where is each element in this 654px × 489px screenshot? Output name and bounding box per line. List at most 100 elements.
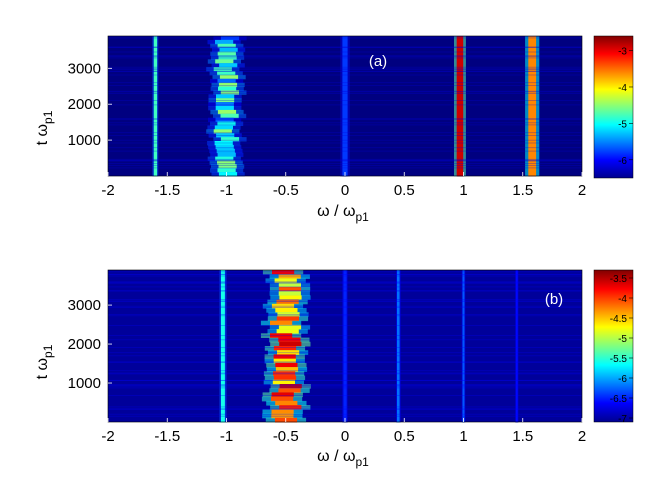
x-tick-label: 1.5 xyxy=(512,428,533,445)
band-a-1-core xyxy=(216,94,235,99)
panel-label-b: (b) xyxy=(545,291,563,308)
x-tick-label: 0 xyxy=(341,428,349,445)
heatmap-a-bands xyxy=(152,36,540,177)
streak-b xyxy=(108,282,582,284)
streak-b xyxy=(108,361,582,363)
band-a-1-core xyxy=(213,129,232,134)
streak-a xyxy=(108,147,582,149)
x-ticks-a: -2 -1.5 -1 -0.5 0 0.5 1 1.5 2 xyxy=(101,172,586,199)
band-b-1-core xyxy=(272,379,295,385)
panel-label-a: (a) xyxy=(369,53,387,70)
band-b-1-core xyxy=(273,354,296,360)
panel-b: (b) -2 -1.5 -1 -0.5 0 0.5 1 1.5 2 1000 2000 3000 ω… xyxy=(34,269,634,469)
streak-a xyxy=(108,104,582,106)
band-b-1-core xyxy=(279,295,302,300)
streak-b xyxy=(108,408,582,410)
streak-b xyxy=(108,300,582,302)
y-ticks-a: 1000 2000 3000 xyxy=(68,60,112,149)
band-b-2-core xyxy=(343,270,347,423)
band-a-1-core xyxy=(215,39,234,45)
streak-a xyxy=(108,158,582,160)
heatmap-b-streaks xyxy=(108,271,582,417)
band-a-1-core xyxy=(215,106,234,111)
streak-a xyxy=(108,160,582,162)
x-tick-label: 2 xyxy=(578,428,586,445)
band-b-1-core xyxy=(275,362,298,368)
streak-b xyxy=(108,384,582,385)
band-b-1-core xyxy=(279,341,302,347)
band-a-1-core xyxy=(220,113,239,119)
colorbar-tick-label: -5 xyxy=(618,119,627,130)
streak-a xyxy=(108,56,582,57)
band-a-4-core xyxy=(528,36,537,177)
streak-b xyxy=(108,373,582,375)
band-b-1-core xyxy=(273,375,297,381)
colorbar-tick-label: -7 xyxy=(618,414,627,425)
streak-b xyxy=(108,314,582,315)
band-b-1-core xyxy=(277,312,300,317)
band-a-1-core xyxy=(215,156,234,161)
band-b-1-core xyxy=(279,384,302,389)
streak-a xyxy=(108,90,582,92)
streak-b xyxy=(108,281,582,283)
streak-a xyxy=(108,119,582,120)
band-a-1-core xyxy=(216,148,235,154)
band-a-1-core xyxy=(217,71,236,76)
band-a-1-core xyxy=(215,117,234,123)
streak-b xyxy=(108,339,582,341)
x-tick-label: -2 xyxy=(101,182,114,199)
band-a-1-core xyxy=(214,141,233,146)
streak-b xyxy=(108,275,582,277)
band-b-1-core xyxy=(272,270,295,275)
band-b-1-core xyxy=(271,392,294,398)
streak-b xyxy=(108,300,582,302)
colorbar-tick-label: -4.5 xyxy=(610,314,628,325)
streak-a xyxy=(108,159,582,161)
streak-b xyxy=(108,315,582,317)
streak-b xyxy=(108,385,582,386)
streak-b xyxy=(108,271,582,273)
streak-a xyxy=(108,82,582,84)
y-axis-label-b: t ωp1 xyxy=(34,344,55,379)
colorbar-ticks-a: -3 -4 -5 -6 xyxy=(618,47,633,167)
band-b-1-core xyxy=(277,350,300,355)
colorbar-tick-label: -4 xyxy=(618,294,627,305)
streak-a xyxy=(108,69,582,71)
streak-b xyxy=(108,335,582,336)
band-a-1-core xyxy=(218,172,238,177)
band-a-1-core xyxy=(217,78,236,84)
band-a-1-core xyxy=(217,43,236,49)
streak-a xyxy=(108,124,582,126)
band-a-1-core xyxy=(220,90,239,95)
streak-a xyxy=(108,66,582,68)
streak-a xyxy=(108,150,582,152)
band-a-3-core xyxy=(456,36,464,177)
streak-b xyxy=(108,406,582,408)
x-axis-label-a: ω / ωp1 xyxy=(317,203,369,224)
band-a-1-core xyxy=(216,133,235,138)
streak-b xyxy=(108,290,582,292)
streak-a xyxy=(108,118,582,119)
streak-b xyxy=(108,370,582,372)
streak-a xyxy=(108,74,582,76)
band-b-1-core xyxy=(273,346,297,351)
x-tick-label: 0.5 xyxy=(394,428,415,445)
band-a-1-core xyxy=(219,63,238,68)
band-b-1-core xyxy=(278,388,301,393)
streak-b xyxy=(108,282,582,283)
band-a-1-core xyxy=(215,144,234,150)
y-tick-label: 1000 xyxy=(68,375,101,392)
streak-a xyxy=(108,135,582,136)
band-b-1-core xyxy=(275,367,299,372)
band-a-2-core xyxy=(342,36,348,177)
streak-b xyxy=(108,299,582,300)
streak-a xyxy=(108,165,582,166)
x-tick-label: 2 xyxy=(578,182,586,199)
streak-a xyxy=(108,85,582,86)
band-a-1-core xyxy=(217,160,236,165)
streak-b xyxy=(108,387,582,389)
band-b-1-core xyxy=(276,316,299,322)
streak-a xyxy=(108,159,582,161)
band-b-1-core xyxy=(278,282,301,288)
